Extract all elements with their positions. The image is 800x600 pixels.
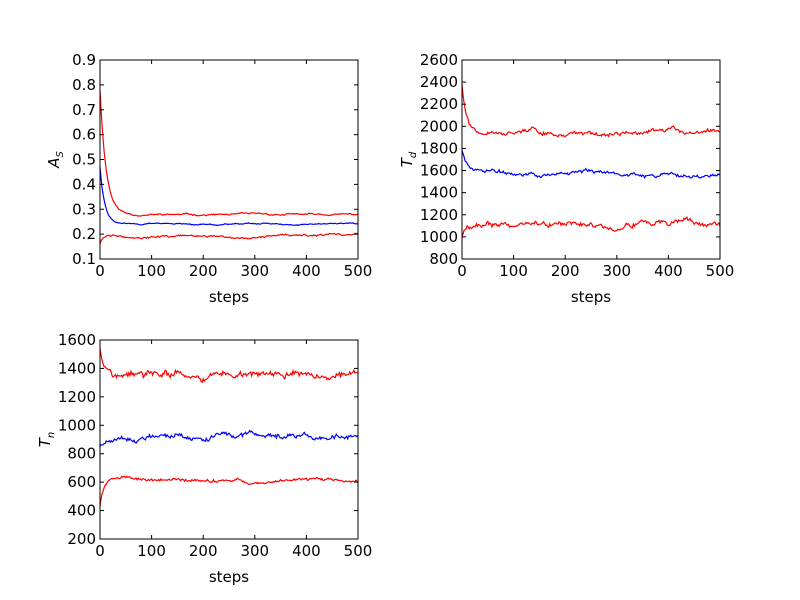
y-axis-label: Td — [398, 151, 419, 167]
y-tick-label: 1000 — [420, 228, 458, 246]
series-line-3 — [100, 475, 358, 507]
y-tick-label: 1400 — [420, 184, 458, 202]
subplot-3: 0 100 200 300 400 500 200 400 600 800 1000 1200 1400… — [36, 331, 372, 586]
y-tick-label: 2400 — [420, 73, 458, 91]
series-line-2 — [100, 166, 358, 227]
x-tick-label: 100 — [499, 262, 528, 280]
series-line-1 — [100, 348, 358, 384]
axes-frame — [99, 59, 359, 260]
series-line-2 — [100, 429, 358, 447]
y-tick-label: 1600 — [58, 331, 96, 349]
y-tick-label: 0.7 — [72, 101, 96, 119]
series-line-2 — [462, 150, 720, 180]
y-tick-label: 200 — [67, 530, 96, 548]
subplot-2: 0 100 200 300 400 500 800 1000 1200 1400 1600 1800 2… — [398, 51, 734, 306]
x-tick-label: 300 — [602, 262, 631, 280]
x-tick-label: 200 — [551, 262, 580, 280]
series-line-1 — [100, 89, 358, 217]
y-tick-label: 0.2 — [72, 225, 96, 243]
series-line-1 — [462, 84, 720, 138]
x-tick-label: 0 — [95, 542, 105, 560]
y-tick-label: 0.9 — [72, 51, 96, 69]
y-tick-label: 0.6 — [72, 126, 96, 144]
y-tick-label: 0.1 — [72, 250, 96, 268]
x-tick-label: 500 — [344, 542, 373, 560]
axes-frame — [461, 59, 721, 260]
x-tick-label: 400 — [292, 542, 321, 560]
x-tick-label: 200 — [189, 262, 218, 280]
x-tick-label: 400 — [654, 262, 683, 280]
y-axis-label: AS — [45, 151, 66, 169]
y-tick-label: 1200 — [420, 206, 458, 224]
y-tick-label: 0.4 — [72, 175, 96, 193]
y-tick-label: 1800 — [420, 139, 458, 157]
y-tick-label: 2600 — [420, 51, 458, 69]
y-tick-label: 0.5 — [72, 151, 96, 169]
x-tick-label: 200 — [189, 542, 218, 560]
y-tick-label: 1600 — [420, 162, 458, 180]
y-tick-label: 400 — [67, 502, 96, 520]
x-tick-label: 300 — [240, 262, 269, 280]
axes-frame — [99, 339, 359, 540]
x-axis-label: steps — [209, 288, 249, 306]
x-tick-label: 100 — [137, 542, 166, 560]
x-tick-label: 300 — [240, 542, 269, 560]
x-tick-label: 500 — [706, 262, 735, 280]
subplot-1: 0 100 200 300 400 500 0.1 0.2 0.3 0.4 0.5 0.6 0.7 0.8… — [45, 51, 372, 306]
y-tick-label: 1200 — [58, 388, 96, 406]
x-axis-label: steps — [571, 288, 611, 306]
y-axis-label: Tn — [36, 432, 57, 448]
x-tick-label: 0 — [95, 262, 105, 280]
x-tick-label: 100 — [137, 262, 166, 280]
y-tick-label: 2200 — [420, 95, 458, 113]
y-tick-label: 600 — [67, 473, 96, 491]
y-tick-label: 2000 — [420, 117, 458, 135]
y-tick-label: 0.3 — [72, 200, 96, 218]
x-tick-label: 400 — [292, 262, 321, 280]
series-line-3 — [462, 216, 720, 238]
series-line-3 — [100, 232, 358, 245]
y-tick-label: 800 — [67, 445, 96, 463]
x-tick-label: 500 — [344, 262, 373, 280]
y-tick-label: 0.8 — [72, 76, 96, 94]
y-tick-label: 800 — [429, 250, 458, 268]
x-tick-label: 0 — [457, 262, 467, 280]
y-tick-label: 1400 — [58, 359, 96, 377]
x-axis-label: steps — [209, 568, 249, 586]
y-tick-label: 1000 — [58, 416, 96, 434]
